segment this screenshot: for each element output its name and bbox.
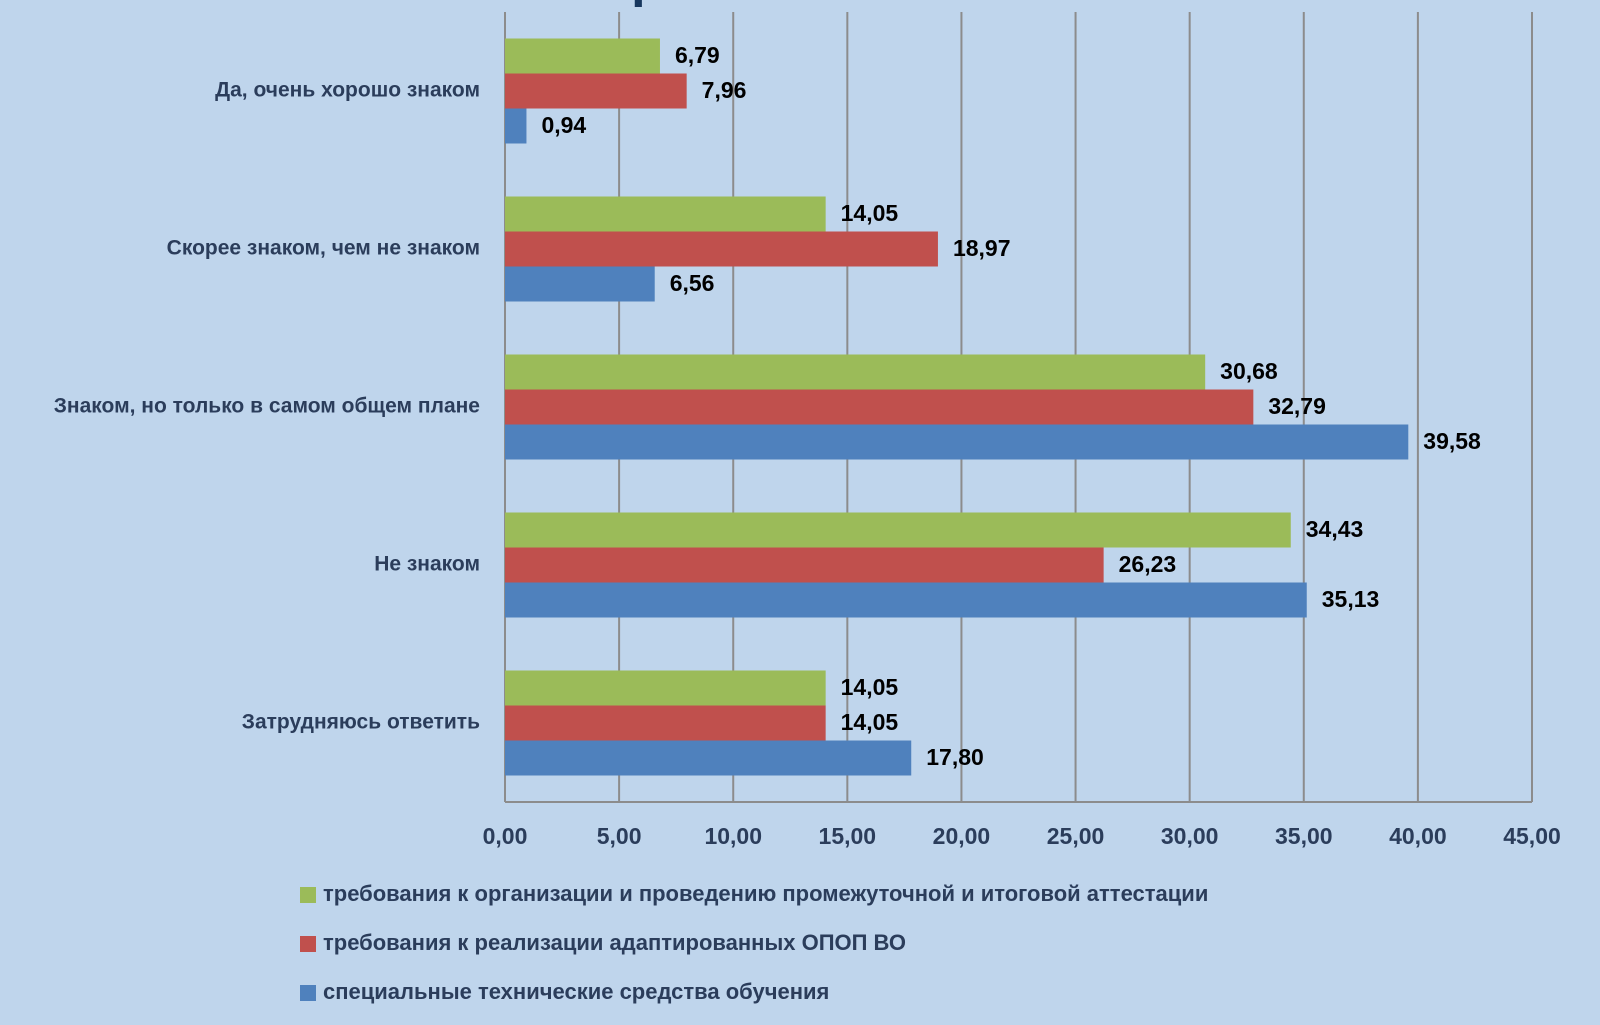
chart-title: образования (567, 0, 902, 8)
data-label: 32,79 (1268, 393, 1326, 419)
y-tick-label: Затрудняюсь ответить (242, 711, 480, 734)
x-tick-label: 40,00 (1389, 823, 1447, 849)
bar (505, 705, 826, 741)
legend-swatch (300, 936, 316, 952)
legend-swatch (300, 887, 316, 903)
legend-label: требования к организации и проведению пр… (323, 881, 1208, 906)
data-label: 17,80 (926, 744, 984, 770)
data-label: 30,68 (1220, 358, 1278, 384)
x-tick-label: 20,00 (933, 823, 991, 849)
data-label: 34,43 (1306, 516, 1364, 542)
x-tick-label: 0,00 (483, 823, 528, 849)
x-tick-label: 5,00 (597, 823, 642, 849)
data-label: 6,56 (670, 270, 715, 296)
bar (505, 38, 660, 74)
y-tick-label: Скорее знаком, чем не знаком (167, 237, 480, 260)
data-label: 7,96 (702, 77, 747, 103)
bar (505, 231, 938, 267)
bar (505, 512, 1291, 548)
y-tick-label: Знаком, но только в самом общем плане (54, 395, 480, 418)
x-tick-label: 30,00 (1161, 823, 1219, 849)
x-tick-label: 45,00 (1503, 823, 1561, 849)
bar (505, 196, 826, 232)
data-label: 0,94 (541, 112, 586, 138)
bar (505, 582, 1307, 618)
data-label: 35,13 (1322, 586, 1380, 612)
bar (505, 424, 1409, 460)
legend-swatch (300, 985, 316, 1001)
x-tick-label: 25,00 (1047, 823, 1105, 849)
x-tick-label: 10,00 (704, 823, 762, 849)
x-tick-label: 15,00 (819, 823, 877, 849)
bar (505, 740, 912, 776)
bar (505, 389, 1254, 425)
legend-label: специальные технические средства обучени… (323, 979, 829, 1004)
y-tick-label: Не знаком (374, 553, 480, 576)
data-label: 6,79 (675, 42, 720, 68)
bar (505, 547, 1104, 583)
bar (505, 73, 687, 109)
data-label: 14,05 (841, 674, 899, 700)
bar (505, 266, 655, 302)
legend-label: требования к реализации адаптированных О… (323, 930, 906, 955)
data-label: 14,05 (841, 200, 899, 226)
y-tick-label: Да, очень хорошо знаком (215, 79, 480, 102)
bar (505, 354, 1206, 390)
data-label: 39,58 (1423, 428, 1481, 454)
data-label: 18,97 (953, 235, 1011, 261)
bar (505, 108, 527, 144)
x-tick-label: 35,00 (1275, 823, 1333, 849)
data-label: 14,05 (841, 709, 899, 735)
bar (505, 670, 826, 706)
data-label: 26,23 (1119, 551, 1177, 577)
